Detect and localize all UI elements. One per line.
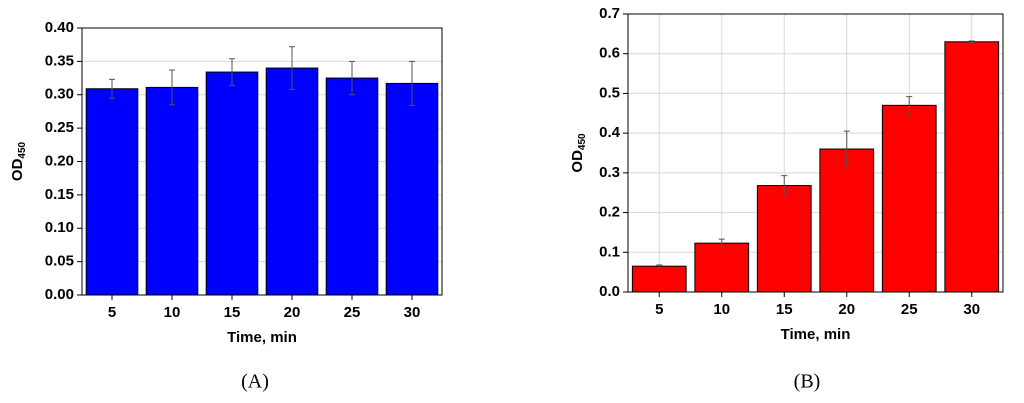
y-axis-label-subscript: 450 <box>17 141 28 158</box>
bar <box>385 82 439 296</box>
plot-frame <box>81 27 443 296</box>
y-tick-label: 0.15 <box>45 186 74 203</box>
y-tick-label: 0.00 <box>45 286 74 303</box>
y-tick-label: 0.40 <box>45 19 74 36</box>
bar <box>694 242 750 293</box>
x-tick-label: 5 <box>108 304 116 321</box>
y-axis-label-text: OD <box>9 158 26 181</box>
bar <box>944 41 1000 293</box>
bar <box>85 88 139 296</box>
bar <box>819 148 875 293</box>
bar <box>265 67 319 296</box>
x-tick-label: 30 <box>404 304 421 321</box>
error-bar <box>109 78 115 99</box>
error-bar <box>656 264 663 268</box>
error-bar <box>718 238 725 248</box>
x-tick-label: 25 <box>344 304 361 321</box>
error-bar <box>229 58 235 86</box>
error-bar <box>289 46 295 90</box>
y-tick-label: 0.0 <box>599 283 620 300</box>
x-tick-label: 10 <box>164 304 181 321</box>
error-bar <box>968 40 975 44</box>
error-bar <box>781 175 788 196</box>
error-bar <box>349 60 355 96</box>
y-tick-label: 0.05 <box>45 253 74 270</box>
y-tick-label: 0.2 <box>599 204 620 221</box>
bar <box>205 71 259 296</box>
plot-frame <box>627 13 1004 293</box>
bar <box>145 86 199 296</box>
error-bar <box>843 130 850 168</box>
bar <box>631 265 687 293</box>
y-axis-label-text: OD <box>569 150 586 173</box>
panel-label: (B) <box>794 371 821 393</box>
panel-label: (A) <box>241 371 269 393</box>
x-axis-label: Time, min <box>781 326 851 343</box>
error-bar <box>906 96 913 115</box>
x-tick-label: 30 <box>963 301 980 318</box>
x-tick-label: 5 <box>655 301 663 318</box>
x-tick-label: 20 <box>284 304 301 321</box>
x-axis-label: Time, min <box>227 329 297 346</box>
x-tick-label: 20 <box>838 301 855 318</box>
x-tick-label: 15 <box>776 301 793 318</box>
y-tick-label: 0.10 <box>45 219 74 236</box>
y-axis-label: OD450 <box>9 141 28 181</box>
y-tick-label: 0.20 <box>45 152 74 169</box>
y-tick-label: 0.5 <box>599 84 620 101</box>
x-tick-label: 25 <box>901 301 918 318</box>
bar <box>881 104 937 293</box>
y-tick-label: 0.7 <box>599 5 620 22</box>
bar <box>756 185 812 293</box>
y-axis-label: OD450 <box>569 133 588 173</box>
y-tick-label: 0.3 <box>599 164 620 181</box>
error-bar <box>169 69 175 106</box>
x-tick-label: 10 <box>713 301 730 318</box>
x-tick-label: 15 <box>224 304 241 321</box>
y-tick-label: 0.30 <box>45 86 74 103</box>
error-bar <box>409 60 415 106</box>
y-tick-label: 0.35 <box>45 52 74 69</box>
y-tick-label: 0.4 <box>599 124 621 141</box>
y-tick-label: 0.6 <box>599 45 620 62</box>
bar <box>325 77 379 296</box>
y-tick-label: 0.1 <box>599 243 620 260</box>
y-tick-label: 0.25 <box>45 119 74 136</box>
y-axis-label-subscript: 450 <box>577 133 588 150</box>
